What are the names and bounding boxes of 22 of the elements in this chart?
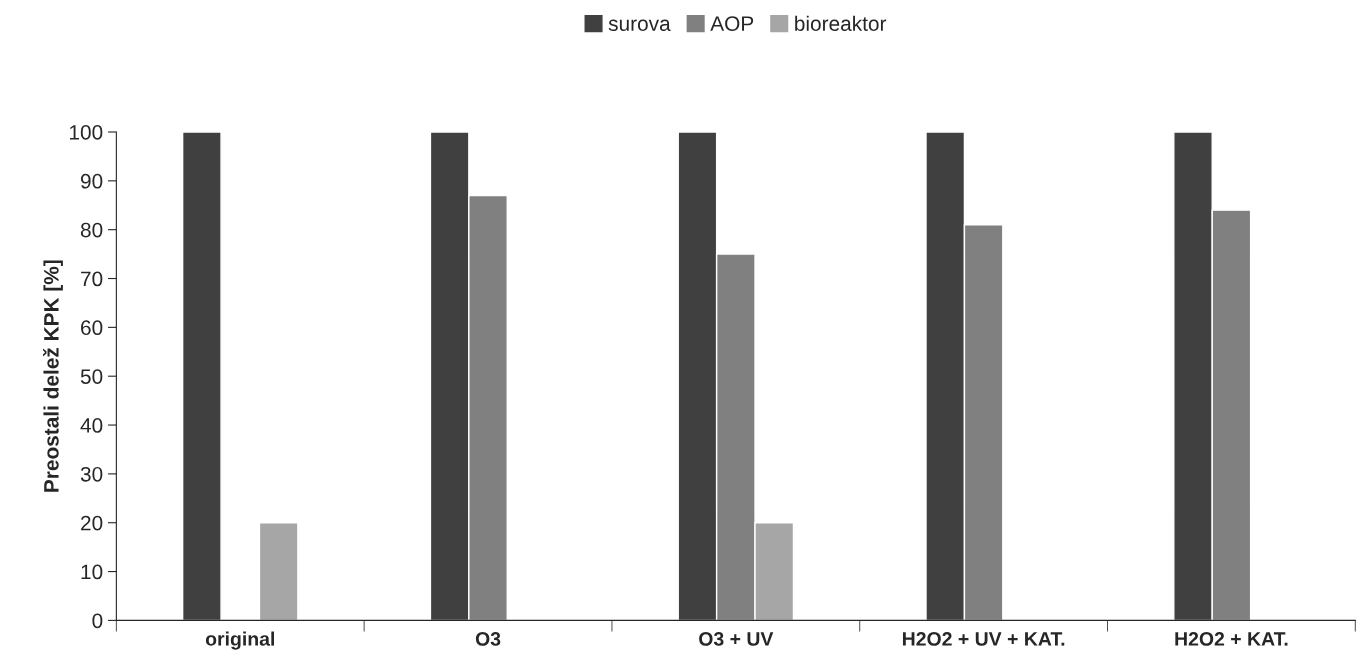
y-tick-label: 40 <box>80 418 103 433</box>
y-tick-label: 10 <box>81 564 103 580</box>
x-tick-label: original <box>205 631 274 650</box>
bar <box>181 132 222 621</box>
y-tick-label: 70 <box>81 271 103 287</box>
legend-label: AOP <box>710 16 754 31</box>
y-tick-label: 50 <box>80 369 103 384</box>
legend-label: bioreaktor <box>795 15 887 31</box>
x-tick-label: O3 + UV <box>699 632 774 646</box>
legend-label: surova <box>608 19 671 31</box>
y-tick-label: 100 <box>70 125 103 140</box>
y-tick-label: 60 <box>81 320 103 336</box>
x-tick-label: H2O2 + KAT. <box>1175 632 1288 646</box>
y-tick-label: 90 <box>80 173 103 189</box>
y-tick-label: 30 <box>80 466 103 482</box>
y-tick-label: 20 <box>81 515 103 531</box>
y-tick-label: 80 <box>80 222 103 238</box>
x-tick-label: O3 <box>475 632 501 646</box>
y-tick-label: 0 <box>92 613 103 629</box>
x-tick-label: H2O2 + UV + KAT. <box>902 632 1065 646</box>
y-axis-title: Preostali delež KPK [%] <box>42 260 63 492</box>
bar <box>258 522 299 621</box>
